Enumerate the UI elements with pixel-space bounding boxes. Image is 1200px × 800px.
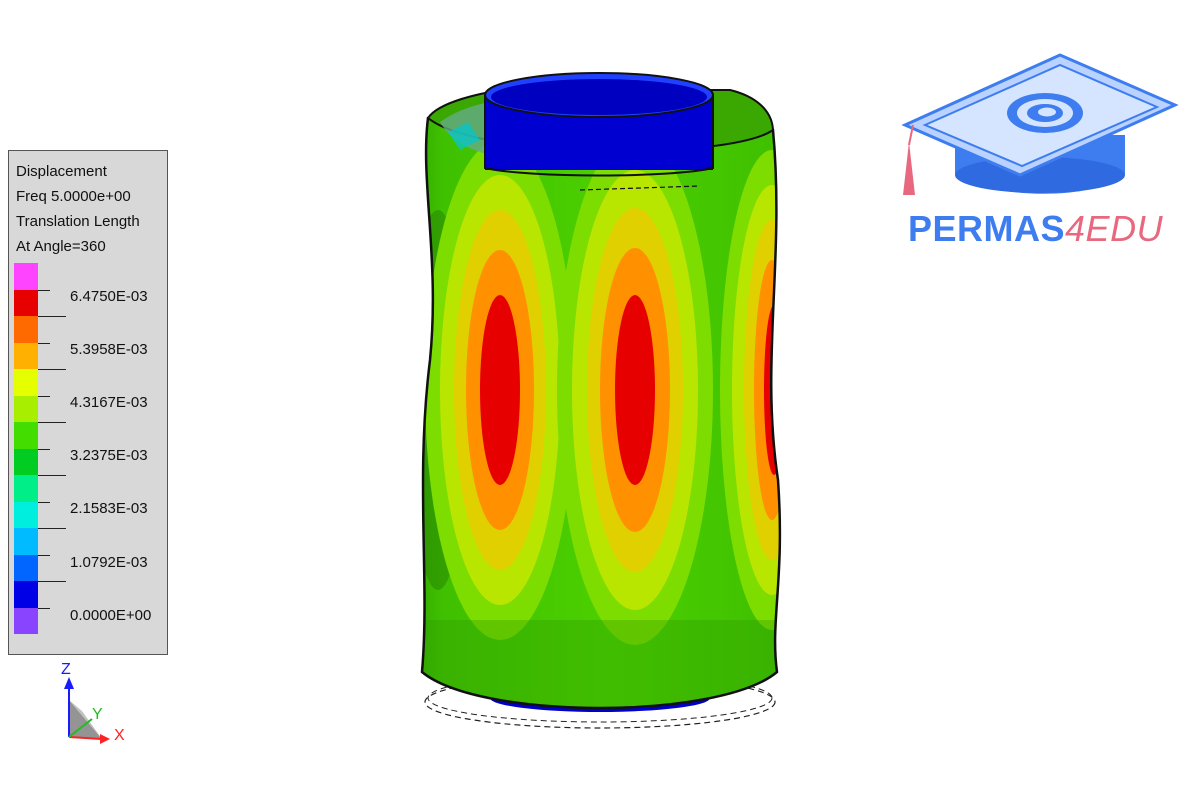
legend-tick xyxy=(38,369,66,370)
legend-swatch xyxy=(14,395,38,422)
legend-tick xyxy=(38,475,66,476)
displacement-legend: Displacement Freq 5.0000e+00 Translation… xyxy=(8,150,168,655)
legend-title-line-2: Freq 5.0000e+00 xyxy=(16,188,131,205)
x-axis-label: X xyxy=(114,727,125,744)
z-axis-label: Z xyxy=(61,661,71,678)
legend-swatch xyxy=(14,554,38,581)
legend-tick xyxy=(38,554,50,556)
inner-cylinder-outline xyxy=(484,95,714,177)
legend-label-1: 6.4750E-03 xyxy=(70,288,148,305)
model-viewport[interactable] xyxy=(400,60,820,760)
legend-tick xyxy=(38,581,66,582)
legend-tick xyxy=(38,501,50,503)
y-axis-line xyxy=(68,718,93,738)
legend-swatch xyxy=(14,581,38,608)
outer-shell xyxy=(422,105,780,708)
legend-tick xyxy=(38,289,50,291)
y-axis-label: Y xyxy=(92,706,103,723)
legend-swatch xyxy=(14,422,38,449)
cylinder-mode-shape xyxy=(420,72,782,729)
legend-tick xyxy=(38,395,50,397)
z-axis-arrow xyxy=(64,677,74,689)
legend-tick xyxy=(38,422,66,423)
legend-swatch xyxy=(14,607,38,634)
legend-swatch xyxy=(14,528,38,555)
undeformed-top-dash xyxy=(579,185,701,191)
legend-label-3: 4.3167E-03 xyxy=(70,394,148,411)
axis-plane-shade-light xyxy=(69,700,102,739)
legend-swatch xyxy=(14,475,38,502)
legend-swatch xyxy=(14,369,38,396)
inner-cylinder-opening xyxy=(491,79,707,115)
legend-title-line-3: Translation Length xyxy=(16,213,140,230)
legend-label-2: 5.3958E-03 xyxy=(70,341,148,358)
inner-shell-cyan xyxy=(448,122,480,150)
legend-swatch xyxy=(14,342,38,369)
legend-label-6: 1.0792E-03 xyxy=(70,554,148,571)
logo-text-4edu: 4EDU xyxy=(1065,208,1164,249)
legend-swatch xyxy=(14,501,38,528)
legend-tick xyxy=(38,342,50,344)
legend-tick xyxy=(38,316,66,317)
graduation-cap-icon xyxy=(901,53,1179,195)
x-axis-arrow xyxy=(100,734,110,744)
legend-title-line-4: At Angle=360 xyxy=(16,238,106,255)
legend-swatch xyxy=(14,263,38,290)
legend-swatch xyxy=(14,448,38,475)
legend-label-4: 3.2375E-03 xyxy=(70,447,148,464)
legend-label-5: 2.1583E-03 xyxy=(70,500,148,517)
x-axis-line xyxy=(68,736,103,740)
permas4edu-logo xyxy=(895,50,1185,260)
legend-tick xyxy=(38,528,66,529)
legend-swatch xyxy=(14,316,38,343)
logo-wordmark: PERMAS4EDU xyxy=(908,209,1163,249)
legend-label-7: 0.0000E+00 xyxy=(70,607,152,624)
legend-swatch xyxy=(14,289,38,316)
axis-triad-graphic xyxy=(64,677,110,744)
logo-text-permas: PERMAS xyxy=(908,208,1066,249)
legend-tick xyxy=(38,607,50,609)
legend-tick xyxy=(38,448,50,450)
legend-title-line-1: Displacement xyxy=(16,163,107,180)
axis-triad: Z Y X xyxy=(40,655,150,755)
